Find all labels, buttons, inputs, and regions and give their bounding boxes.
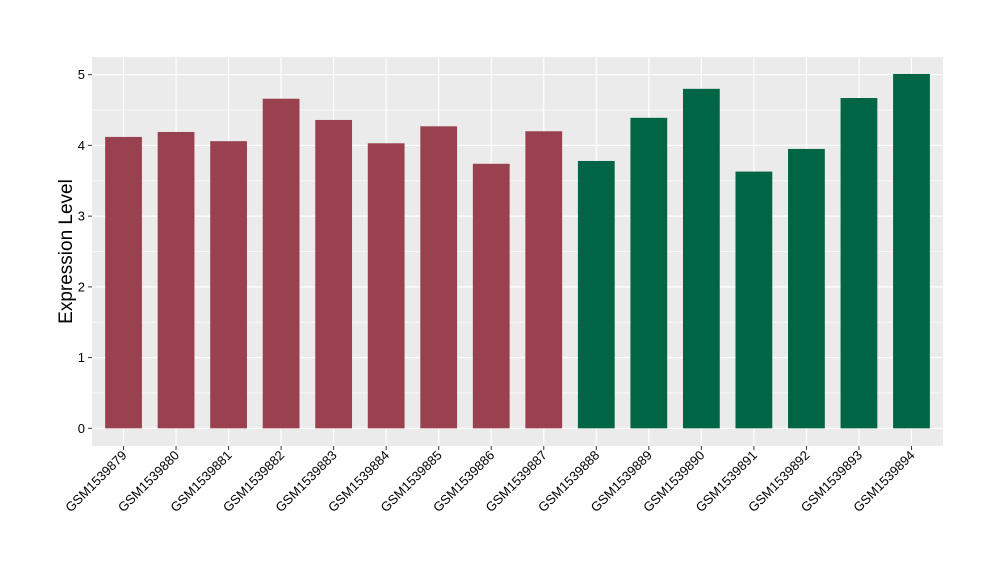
bar-GSM1539894 — [893, 73, 930, 429]
bar-GSM1539883 — [315, 119, 353, 429]
y-axis: 0 1 2 3 4 5 — [78, 67, 92, 436]
y-tick-label: 0 — [78, 421, 85, 436]
y-tick-label: 2 — [78, 279, 85, 294]
bar-GSM1539882 — [262, 98, 300, 429]
bar-GSM1539889 — [630, 117, 668, 429]
bar-GSM1539886 — [472, 163, 510, 429]
bar-GSM1539890 — [682, 88, 720, 429]
bar-GSM1539880 — [157, 131, 195, 429]
y-tick-label: 1 — [78, 350, 85, 365]
bar-GSM1539893 — [840, 98, 878, 429]
bar-GSM1539891 — [735, 171, 773, 429]
bar-GSM1539879 — [105, 136, 142, 429]
y-tick-label: 5 — [78, 67, 85, 82]
bar-GSM1539888 — [577, 160, 615, 429]
y-tick-label: 3 — [78, 209, 85, 224]
bars — [105, 73, 930, 429]
bar-GSM1539892 — [788, 148, 825, 429]
y-axis-title: Expression Level — [56, 179, 77, 324]
bar-GSM1539881 — [210, 141, 247, 429]
bar-GSM1539887 — [525, 131, 563, 429]
bar-GSM1539884 — [367, 143, 405, 429]
x-axis: GSM1539879GSM1539880GSM1539881GSM1539882… — [62, 446, 918, 515]
y-tick-label: 4 — [78, 138, 85, 153]
bar-GSM1539885 — [420, 126, 458, 429]
